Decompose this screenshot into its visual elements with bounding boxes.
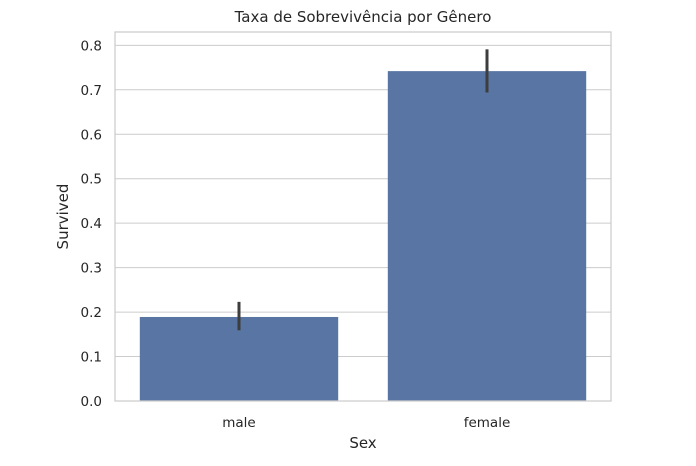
chart-title: Taxa de Sobrevivência por Gênero <box>234 8 492 26</box>
y-tick-label: 0.8 <box>81 38 102 54</box>
y-tick-label: 0.5 <box>81 172 102 188</box>
y-tick-label: 0.1 <box>81 350 102 366</box>
y-tick-label: 0.4 <box>81 216 102 232</box>
y-tick-labels: 0.0 0.1 0.2 0.3 0.4 0.5 0.6 0.7 0.8 <box>81 38 102 410</box>
y-tick-label: 0.3 <box>81 261 102 277</box>
x-tick-label: female <box>464 415 511 431</box>
x-tick-labels: male female <box>222 415 510 431</box>
bar-male <box>139 316 339 401</box>
y-tick-label: 0.6 <box>81 127 102 143</box>
y-axis-label: Survived <box>54 184 72 250</box>
plot-frame <box>114 31 612 402</box>
x-tick-label: male <box>222 415 255 431</box>
bar-female <box>387 71 587 401</box>
x-axis-label: Sex <box>349 434 376 452</box>
y-tick-label: 0.0 <box>81 394 102 410</box>
y-tick-label: 0.7 <box>81 83 102 99</box>
bars-layer <box>139 71 587 401</box>
y-tick-label: 0.2 <box>81 305 102 321</box>
error-bars-layer <box>237 49 489 331</box>
